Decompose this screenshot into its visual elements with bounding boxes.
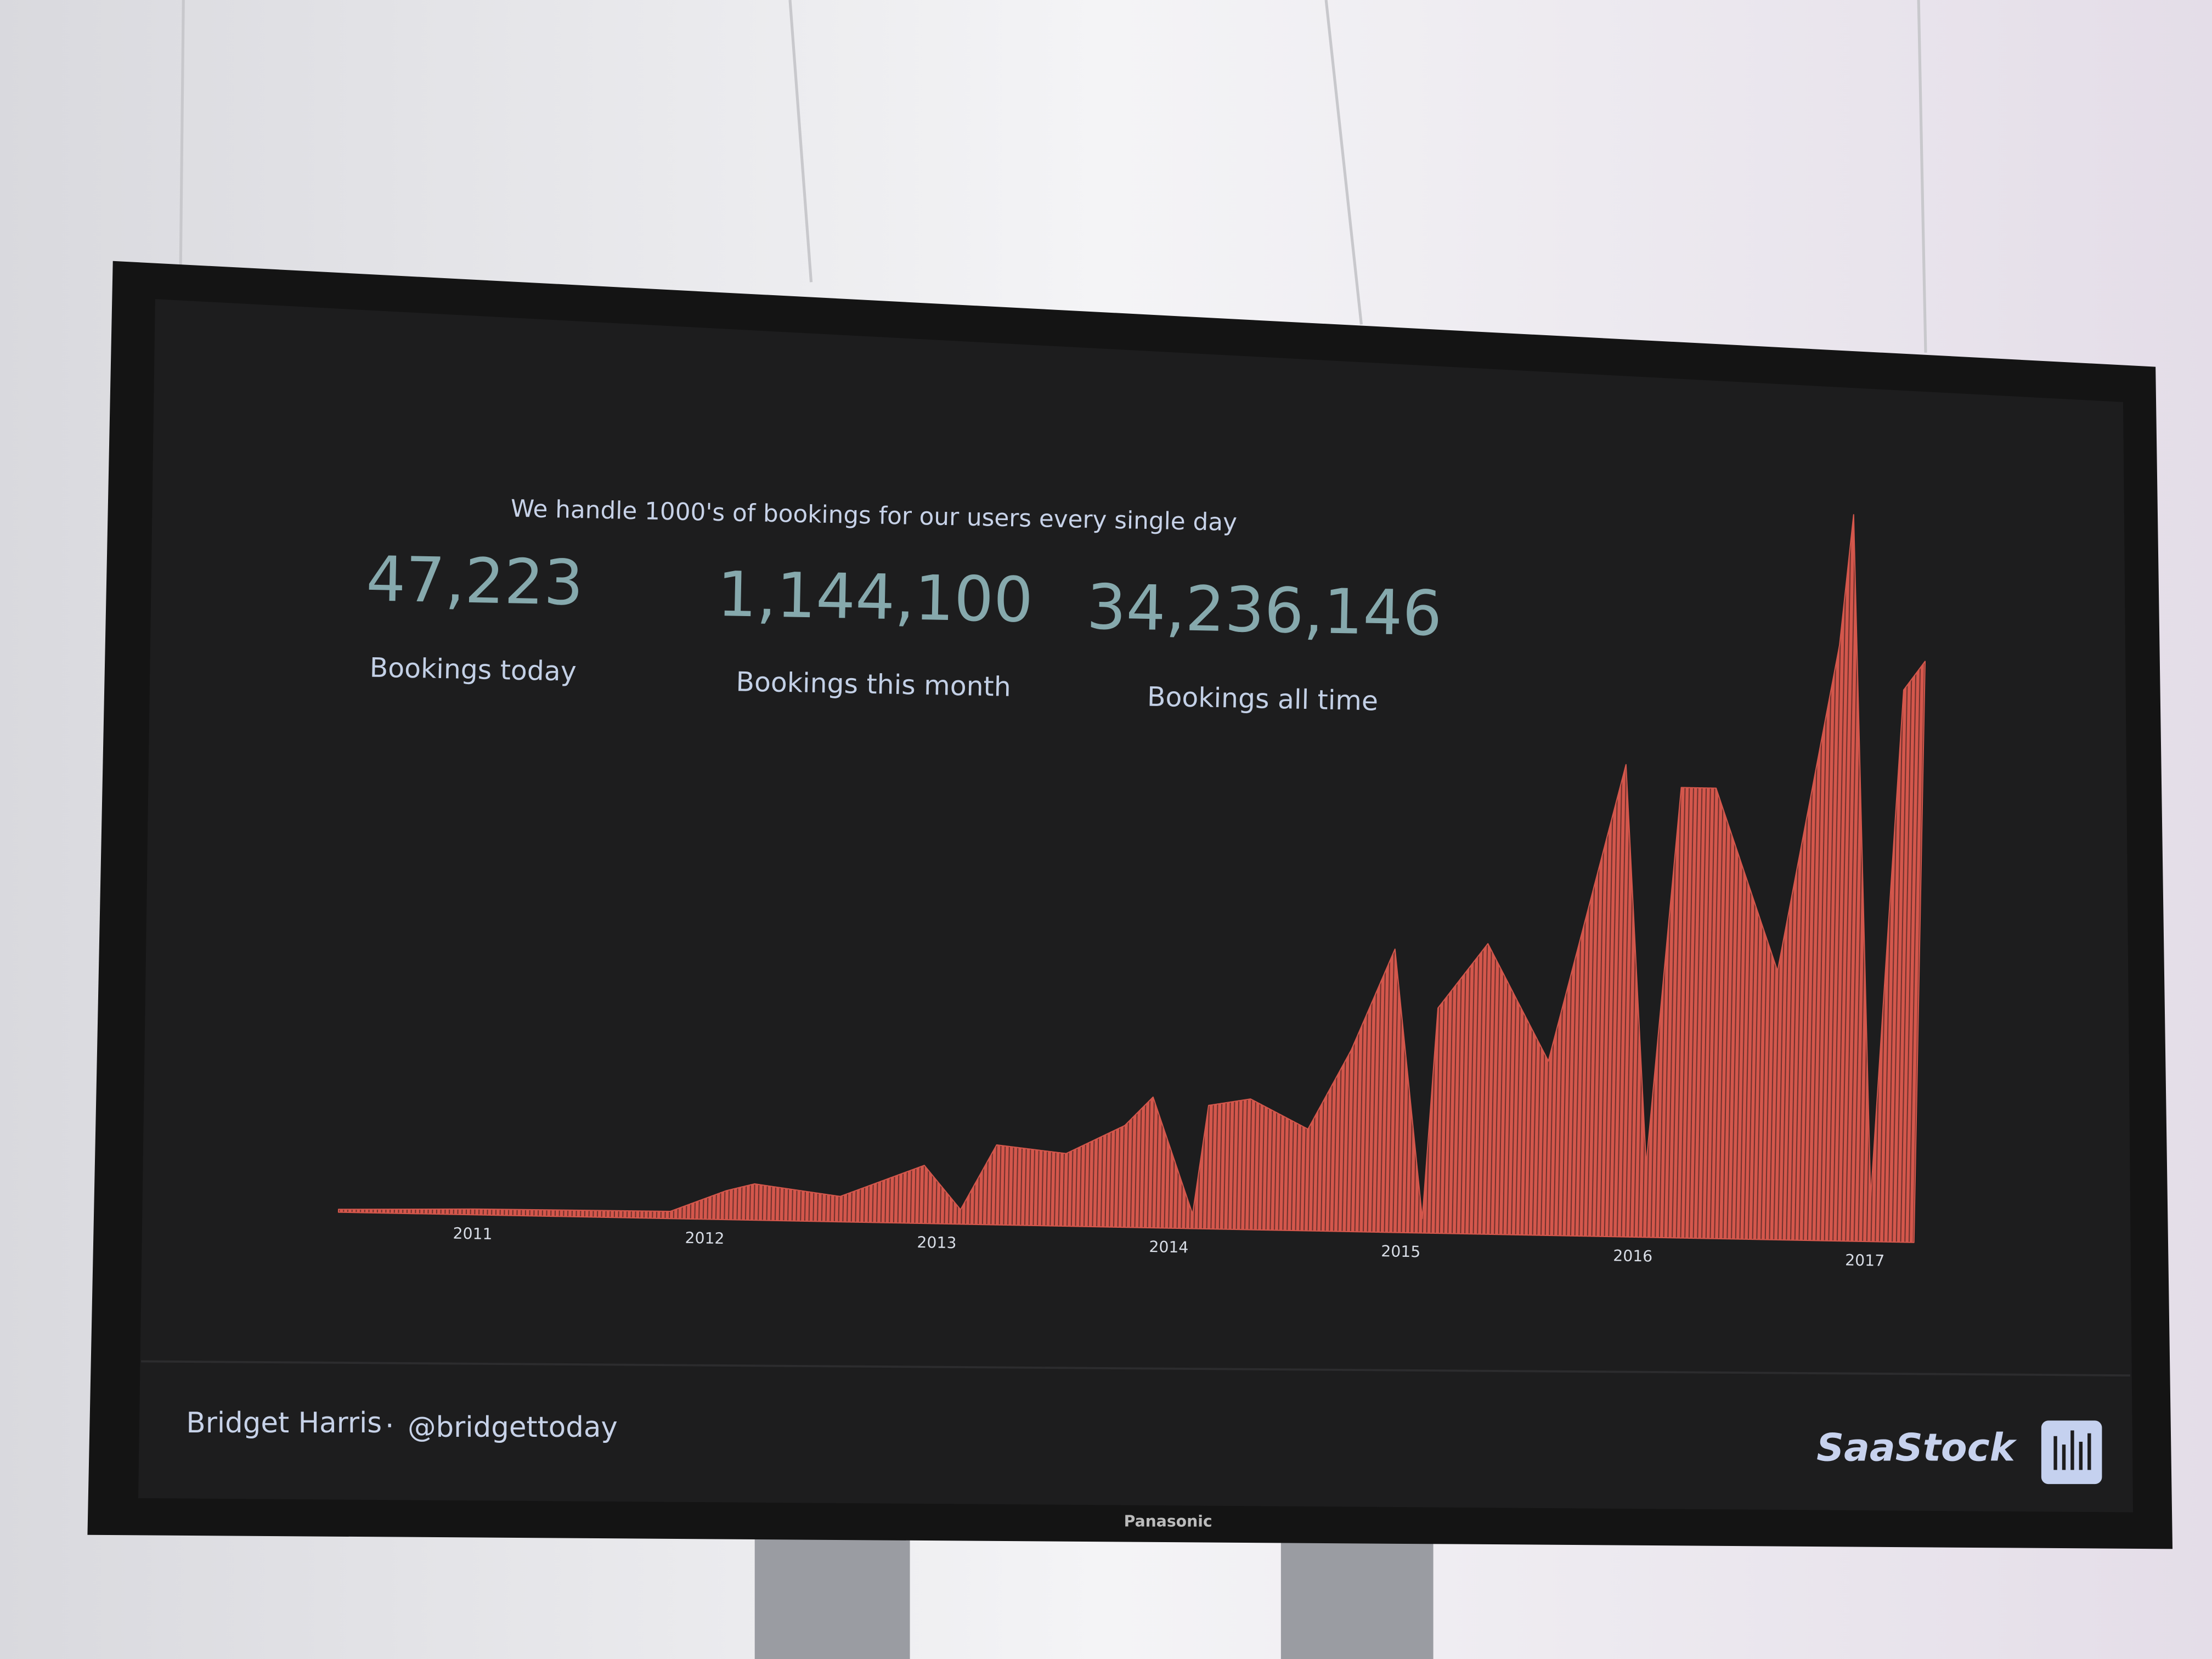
x-tick-label: 2015 (1381, 1242, 1421, 1261)
stat-value: 1,144,100 (716, 558, 1034, 636)
stat-value: 47,223 (365, 543, 584, 619)
footer-handle: @bridgettoday (408, 1411, 618, 1444)
x-tick-label: 2014 (1149, 1238, 1189, 1256)
stat-label: Bookings all time (1147, 681, 1378, 716)
brand-logo (2041, 1420, 2102, 1485)
x-tick-label: 2017 (1845, 1251, 1885, 1269)
footer-separator: · (385, 1409, 394, 1442)
area (337, 514, 1926, 1243)
stand-post (754, 1537, 910, 1659)
x-tick-label: 2016 (1613, 1246, 1653, 1265)
stat-label: Bookings this month (736, 666, 1011, 703)
x-tick-label: 2013 (917, 1233, 957, 1252)
monitor-brand: Panasonic (1124, 1513, 1212, 1531)
stat-value: 34,236,146 (1086, 571, 1443, 650)
stand-post (1280, 1541, 1434, 1659)
x-tick-label: 2012 (685, 1229, 725, 1248)
footer-divider (141, 1360, 2130, 1377)
footer-name: Bridget Harris (186, 1407, 382, 1440)
wall-panels (179, 0, 1927, 353)
footer-brand: SaaStock (1816, 1426, 2017, 1470)
x-tick-label: 2011 (453, 1224, 493, 1243)
plot: 2011 2012 2013 2014 2015 2016 2017 (337, 514, 1926, 1270)
stat-label: Bookings today (369, 652, 577, 687)
